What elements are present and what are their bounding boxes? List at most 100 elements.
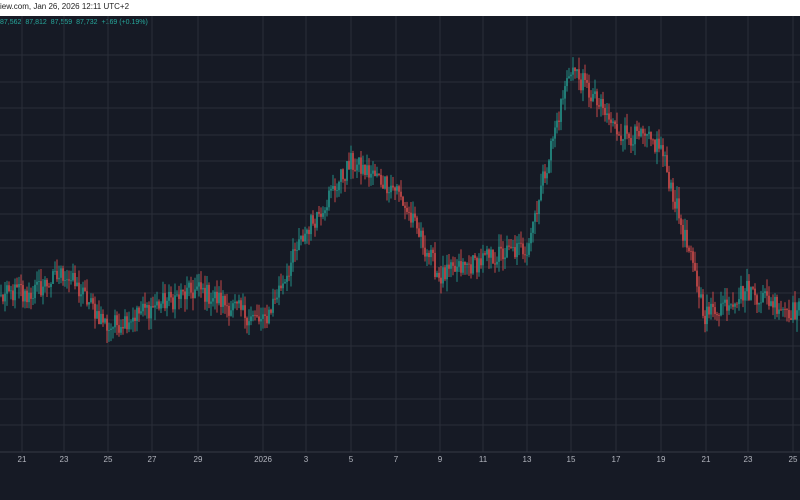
candle-body bbox=[452, 262, 454, 266]
candle-body bbox=[454, 265, 456, 272]
candle-body bbox=[796, 310, 798, 320]
candle-body bbox=[522, 243, 524, 255]
candle-body bbox=[676, 198, 678, 209]
candle-body bbox=[640, 128, 642, 137]
candle-body bbox=[414, 213, 416, 218]
candle-body bbox=[724, 299, 726, 303]
candle-body bbox=[668, 171, 670, 189]
candle-body bbox=[322, 213, 324, 217]
candle-body bbox=[628, 133, 630, 139]
candle-body bbox=[766, 291, 768, 296]
candle-body bbox=[302, 235, 304, 242]
candle-body bbox=[136, 307, 138, 321]
candle-body bbox=[610, 119, 612, 123]
candle-body bbox=[742, 286, 744, 301]
candle-body bbox=[80, 294, 82, 297]
candle-body bbox=[438, 272, 440, 278]
candle-body bbox=[552, 138, 554, 141]
candle-body bbox=[732, 304, 734, 307]
candle-body bbox=[126, 316, 128, 330]
candle-body bbox=[508, 245, 510, 247]
candle-body bbox=[92, 298, 94, 304]
candle-body bbox=[130, 321, 132, 323]
candle-body bbox=[226, 305, 228, 307]
candle-body bbox=[382, 184, 384, 189]
candle-body bbox=[64, 280, 66, 281]
candle-body bbox=[376, 173, 378, 176]
candle-body bbox=[554, 127, 556, 139]
candle-body bbox=[164, 293, 166, 309]
candle-body bbox=[178, 294, 180, 299]
candle-body bbox=[118, 325, 120, 333]
candle-body bbox=[672, 182, 674, 202]
candle-body bbox=[760, 302, 762, 304]
candle-body bbox=[772, 301, 774, 308]
candle-body bbox=[344, 179, 346, 181]
candle-body bbox=[20, 284, 22, 286]
top-bar: iew.com, Jan 26, 2026 12:11 UTC+2 bbox=[0, 0, 800, 16]
x-tick-label: 21 bbox=[702, 455, 711, 464]
candle-body bbox=[460, 261, 462, 273]
candle-body bbox=[280, 285, 282, 289]
ohlc-legend: 87,562 87,812 87,559 87,732 +169 (+0.19%… bbox=[0, 19, 150, 26]
candle-body bbox=[464, 261, 466, 266]
candle-body bbox=[354, 169, 356, 171]
candle-body bbox=[398, 186, 400, 192]
candle-body bbox=[176, 294, 178, 296]
candle-body bbox=[600, 98, 602, 107]
candle-body bbox=[74, 272, 76, 287]
candle-body bbox=[740, 286, 742, 300]
candle-body bbox=[456, 266, 458, 272]
candle-body bbox=[592, 94, 594, 102]
candle-body bbox=[104, 318, 106, 323]
candle-body bbox=[794, 302, 796, 320]
candle-body bbox=[532, 221, 534, 233]
candle-body bbox=[734, 303, 736, 307]
candle-body bbox=[664, 155, 666, 157]
candle-body bbox=[646, 134, 648, 136]
candle-body bbox=[282, 283, 284, 289]
candle-body bbox=[40, 281, 42, 296]
candle-body bbox=[778, 309, 780, 314]
candle-body bbox=[174, 295, 176, 310]
candle-body bbox=[168, 291, 170, 301]
candle-body bbox=[210, 301, 212, 304]
candle-body bbox=[792, 302, 794, 320]
x-tick-label: 25 bbox=[104, 455, 113, 464]
candle-body bbox=[140, 311, 142, 314]
candle-body bbox=[328, 190, 330, 208]
candle-body bbox=[36, 281, 38, 285]
candle-body bbox=[360, 157, 362, 174]
candle-body bbox=[478, 258, 480, 273]
candle-body bbox=[236, 301, 238, 304]
candle-body bbox=[706, 306, 708, 325]
candle-body bbox=[372, 170, 374, 174]
candle-body bbox=[28, 292, 30, 303]
candle-body bbox=[260, 318, 262, 322]
candle-body bbox=[50, 283, 52, 287]
x-tick-label: 7 bbox=[394, 455, 399, 464]
candle-body bbox=[506, 245, 508, 258]
candle-body bbox=[10, 290, 12, 292]
candle-body bbox=[480, 258, 482, 266]
candle-body bbox=[566, 78, 568, 87]
candle-body bbox=[406, 207, 408, 212]
candle-body bbox=[154, 305, 156, 308]
candle-body bbox=[476, 257, 478, 273]
candle-body bbox=[572, 67, 574, 75]
candle-body bbox=[580, 79, 582, 91]
candle-body bbox=[616, 124, 618, 135]
candle-body bbox=[158, 301, 160, 309]
candle-body bbox=[780, 309, 782, 311]
candle-body bbox=[124, 316, 126, 329]
candle-body bbox=[428, 252, 430, 258]
candle-body bbox=[8, 285, 10, 292]
candle-body bbox=[232, 303, 234, 311]
candle-body bbox=[298, 239, 300, 251]
candle-body bbox=[132, 317, 134, 322]
candle-body bbox=[618, 134, 620, 136]
candle-body bbox=[160, 303, 162, 309]
candle-body bbox=[340, 169, 342, 182]
candle-body bbox=[662, 145, 664, 157]
